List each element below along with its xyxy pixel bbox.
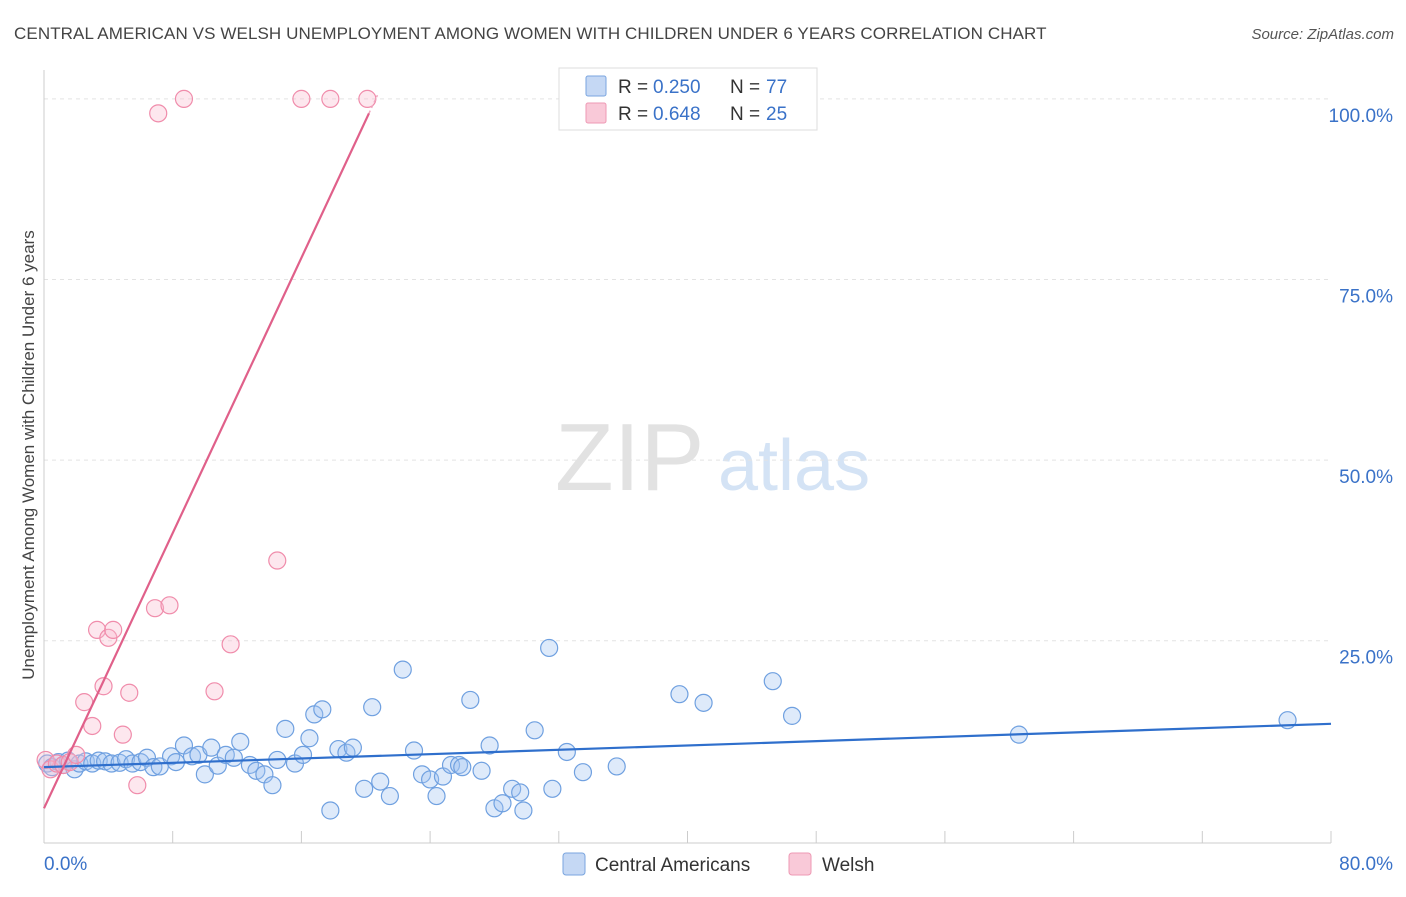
data-point-central-americans	[573, 763, 593, 782]
data-point-welsh	[36, 750, 55, 770]
data-point-central-americans	[321, 801, 340, 820]
data-point-central-americans	[182, 747, 202, 766]
data-point-central-americans	[427, 786, 446, 806]
data-point-central-americans	[449, 755, 469, 775]
stats-n-value: 77	[766, 77, 787, 98]
stats-row-central-americans: R = 0.250 N = 77	[585, 75, 787, 98]
data-point-central-americans	[231, 732, 250, 751]
data-point-welsh	[358, 89, 377, 108]
data-point-central-americans	[371, 772, 390, 791]
data-point-welsh	[104, 620, 123, 639]
data-point-central-americans	[393, 660, 412, 679]
data-point-welsh	[83, 716, 102, 736]
stats-swatch-pink	[585, 102, 607, 124]
data-point-central-americans	[461, 690, 480, 710]
data-point-central-americans	[607, 757, 626, 776]
watermark: ZIP atlas	[555, 404, 870, 511]
stats-r-label: R =	[618, 104, 653, 125]
data-point-central-americans	[782, 706, 802, 725]
y-tick-label: 75.0%	[1339, 287, 1393, 308]
x-tick-label: 0.0%	[44, 854, 87, 875]
data-point-welsh	[113, 725, 132, 744]
legend-label-welsh: Welsh	[822, 855, 874, 876]
legend-swatch-blue	[562, 852, 586, 876]
data-point-central-americans	[224, 748, 243, 767]
chart-title: CENTRAL AMERICAN VS WELSH UNEMPLOYMENT A…	[14, 24, 1047, 43]
legend-swatch-pink	[788, 852, 812, 876]
stats-row-welsh: R = 0.648 N = 25	[585, 102, 787, 125]
data-point-welsh	[128, 776, 147, 795]
data-point-central-americans	[293, 745, 313, 764]
y-axis-label: Unemployment Among Women with Children U…	[19, 230, 38, 679]
data-point-central-americans	[763, 672, 782, 691]
data-point-central-americans	[670, 685, 689, 704]
data-point-central-americans	[480, 736, 499, 755]
data-point-welsh	[292, 89, 311, 108]
x-tick-label: 80.0%	[1339, 854, 1393, 875]
stats-n-label: N =	[730, 77, 765, 98]
legend-label-central-americans: Central Americans	[595, 855, 750, 876]
data-point-central-americans	[300, 729, 319, 748]
data-point-central-americans	[453, 758, 472, 777]
axes	[43, 70, 1332, 844]
data-point-central-americans	[343, 738, 362, 757]
data-point-central-americans	[161, 747, 181, 766]
data-point-welsh	[67, 745, 86, 764]
data-point-central-americans	[195, 765, 214, 784]
data-point-central-americans	[202, 738, 221, 757]
data-point-central-americans	[694, 693, 713, 712]
data-point-central-americans	[543, 779, 562, 798]
data-point-welsh	[149, 104, 168, 123]
trend-line-welsh	[43, 112, 370, 809]
data-point-central-americans	[514, 801, 533, 820]
stats-n-label: N =	[730, 104, 765, 125]
data-point-central-americans	[355, 779, 374, 798]
stats-swatch-blue	[585, 75, 607, 97]
trend-lines	[43, 94, 1332, 809]
data-point-welsh	[268, 551, 287, 570]
stats-r-value: 0.250	[653, 77, 701, 98]
stats-n-value: 25	[766, 104, 787, 125]
y-tick-labels: 25.0% 50.0% 75.0% 100.0%	[1329, 106, 1394, 669]
data-point-central-americans	[263, 776, 282, 795]
data-point-welsh	[174, 89, 194, 108]
data-point-central-americans	[363, 698, 382, 717]
source-label: Source: ZipAtlas.com	[1251, 26, 1394, 43]
data-point-welsh	[160, 596, 179, 615]
stats-legend: R = 0.250 N = 77 R = 0.648 N = 25	[558, 67, 818, 131]
data-point-central-americans	[493, 794, 512, 813]
watermark-zip: ZIP	[555, 404, 704, 511]
data-point-central-americans	[472, 761, 491, 780]
data-point-central-americans	[276, 719, 295, 738]
x-tick-labels: 0.0% 80.0%	[44, 854, 1393, 875]
trend-line-central-americans	[43, 722, 1332, 769]
data-point-central-americans	[511, 783, 530, 802]
y-tick-label: 25.0%	[1339, 648, 1393, 669]
data-point-central-americans	[137, 748, 157, 767]
data-point-central-americans	[404, 741, 424, 760]
legend-item-welsh[interactable]: Welsh	[788, 852, 874, 876]
data-point-welsh	[205, 682, 224, 701]
data-point-central-americans	[525, 721, 544, 740]
legend-item-central-americans[interactable]: Central Americans	[562, 852, 750, 876]
data-point-central-americans	[557, 742, 576, 762]
data-point-central-americans	[313, 700, 332, 719]
data-point-welsh	[321, 89, 340, 108]
data-point-welsh	[145, 599, 165, 618]
watermark-atlas: atlas	[718, 426, 870, 506]
data-point-central-americans	[380, 786, 399, 806]
stats-r-value: 0.648	[653, 104, 701, 125]
stats-r-label: R =	[618, 77, 653, 98]
gridlines	[44, 98, 1331, 642]
y-tick-label: 50.0%	[1339, 467, 1393, 488]
data-point-welsh	[120, 683, 139, 702]
data-point-welsh	[221, 635, 240, 654]
data-point-central-americans	[540, 638, 559, 658]
y-tick-label: 100.0%	[1329, 106, 1394, 127]
series-legend: Central Americans Welsh	[562, 852, 874, 876]
